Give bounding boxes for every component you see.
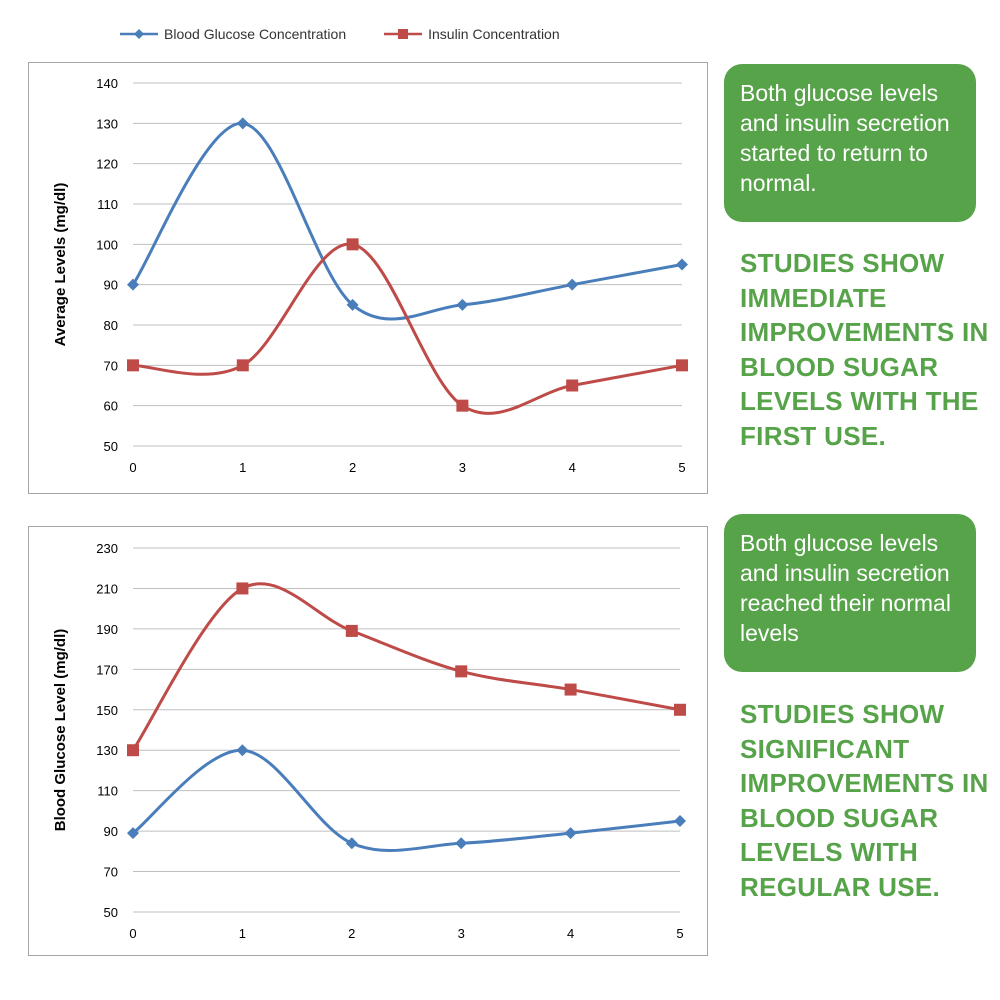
y-tick-label: 110	[97, 784, 118, 799]
data-point-insulin	[345, 624, 358, 637]
chart-top: 50 60 70 80 90 100 110 120 130 140 0 1 2 3 4 5 Average L…	[52, 76, 688, 475]
series-line-blood	[131, 121, 683, 321]
data-point-blood	[346, 298, 359, 311]
claim-text-top: STUDIES SHOW IMMEDIATE IMPROVEMENTS IN B…	[740, 248, 989, 451]
y-tick-label: 170	[96, 662, 118, 677]
x-tick-label: 4	[567, 926, 574, 941]
x-tick-label: 1	[239, 460, 246, 475]
data-point-blood	[676, 258, 688, 271]
data-point-blood	[564, 827, 577, 840]
legend-insulin-swatch	[384, 29, 423, 39]
data-point-insulin	[236, 582, 249, 595]
data-point-blood	[456, 298, 469, 311]
data-point-insulin	[564, 683, 577, 696]
y-tick-label: 90	[104, 278, 118, 293]
data-point-insulin	[346, 238, 359, 251]
data-point-insulin	[455, 665, 468, 678]
data-point-blood	[345, 837, 358, 850]
chart-legend: Blood Glucose Concentration Insulin Conc…	[120, 22, 560, 46]
chart-bottom: 50 70 90 110 130 150 170 190 210 230 0 1 2 3 4 5 Blood G…	[52, 541, 686, 941]
y-tick-label: 110	[97, 197, 118, 212]
legend-item-insulin: Insulin Concentration	[384, 26, 560, 42]
y-tick-label: 150	[96, 703, 118, 718]
x-tick-label: 1	[239, 926, 246, 941]
claim-text-bottom: STUDIES SHOW SIGNIFICANT IMPROVEMENTS IN…	[740, 699, 989, 902]
legend-glucose-swatch	[120, 29, 158, 39]
y-tick-label: 210	[96, 581, 118, 596]
x-tick-label: 0	[129, 926, 136, 941]
y-axis-label: Blood Glucose Level (mg/dl)	[52, 629, 69, 832]
series-line-insulin	[132, 242, 683, 415]
data-point-insulin	[676, 359, 688, 372]
y-tick-label: 70	[104, 865, 118, 880]
legend-glucose-label: Blood Glucose Concentration	[164, 26, 347, 42]
y-tick-label: 50	[104, 439, 118, 454]
y-tick-label: 130	[96, 116, 118, 131]
note-box-top: Both glucose levels and insulin secretio…	[724, 64, 976, 222]
y-tick-label: 90	[104, 824, 118, 839]
y-tick-label: 140	[96, 76, 118, 91]
series-line-insulin	[131, 582, 681, 752]
x-tick-label: 5	[676, 926, 683, 941]
x-tick-label: 2	[348, 926, 355, 941]
chart-panel-top: 50 60 70 80 90 100 110 120 130 140 0 1 2 3 4 5 Average L…	[28, 62, 708, 494]
data-point-blood	[236, 744, 249, 757]
y-tick-label: 50	[104, 905, 118, 920]
x-tick-label: 2	[349, 460, 356, 475]
data-point-blood	[674, 815, 686, 827]
data-point-insulin	[127, 359, 139, 372]
y-tick-label: 60	[104, 399, 118, 414]
x-tick-label: 4	[569, 460, 576, 475]
data-point-blood	[127, 827, 139, 840]
y-tick-label: 190	[96, 622, 118, 637]
data-point-blood	[236, 117, 249, 130]
data-point-blood	[455, 837, 468, 850]
note-box-bottom: Both glucose levels and insulin secretio…	[724, 514, 976, 672]
data-point-blood	[127, 278, 139, 291]
data-point-blood	[566, 278, 579, 291]
legend-item-glucose: Blood Glucose Concentration	[120, 26, 346, 42]
y-axis-label: Average Levels (mg/dl)	[52, 183, 69, 347]
x-tick-label: 3	[459, 460, 466, 475]
y-tick-label: 70	[104, 358, 118, 373]
data-point-insulin	[236, 359, 249, 372]
legend-insulin-label: Insulin Concentration	[428, 26, 560, 42]
data-point-insulin	[674, 703, 686, 716]
y-tick-label: 130	[96, 743, 118, 758]
x-tick-label: 5	[678, 460, 685, 475]
y-tick-label: 80	[104, 318, 118, 333]
series-line-blood	[132, 748, 681, 853]
chart-panel-bottom: 50 70 90 110 130 150 170 190 210 230 0 1 2 3 4 5 Blood G…	[28, 526, 708, 956]
data-point-insulin	[127, 744, 139, 757]
data-point-insulin	[456, 399, 469, 412]
y-tick-label: 230	[96, 541, 118, 556]
x-tick-label: 3	[458, 926, 465, 941]
y-tick-label: 120	[96, 157, 118, 172]
y-tick-label: 100	[96, 237, 118, 252]
x-tick-label: 0	[129, 460, 136, 475]
data-point-insulin	[566, 379, 579, 392]
